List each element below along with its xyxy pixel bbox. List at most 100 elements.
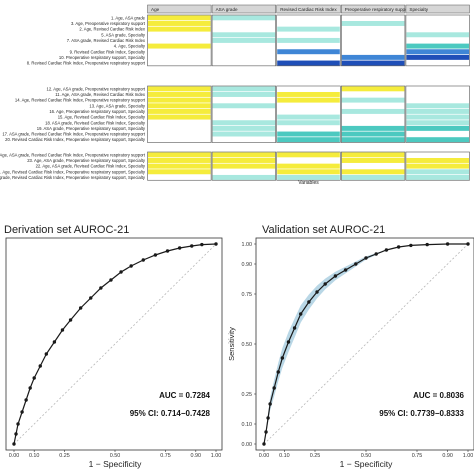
roc-point: [38, 364, 42, 368]
roc-point: [44, 352, 49, 356]
x-tick-label: 0.25: [59, 453, 70, 459]
heatmap-panel-border: [340, 14, 406, 67]
roc-point: [268, 402, 272, 406]
y-axis-label: Sensitivity: [227, 327, 236, 361]
heatmap-cell: [212, 131, 276, 137]
heatmap-cell: [277, 131, 340, 137]
heatmap-cell: [212, 37, 276, 43]
roc-point: [14, 432, 18, 436]
roc-point: [299, 312, 303, 316]
row-label: 14. Age, Revised Cardiac Risk Index, Pre…: [15, 98, 146, 103]
x-tick-label: 0.25: [310, 453, 321, 459]
heatmap-x-axis-label: Variables: [298, 180, 319, 186]
roc-point: [315, 290, 319, 294]
heatmap-panel-border: [147, 151, 212, 181]
roc-point: [272, 386, 276, 390]
row-label: 2. Age, Revised Cardiac Risk Index: [79, 27, 146, 32]
column-header-bg: [276, 4, 341, 14]
heatmap-cell: [212, 103, 276, 109]
heatmap-cell: [277, 37, 340, 43]
roc-point: [445, 242, 450, 246]
heatmap-cell: [341, 169, 405, 175]
heatmap-cell: [148, 26, 211, 32]
roc-chart-validation: Validation set AUROC-21 0.00 0.10 0.25 0.50 0…: [227, 224, 474, 469]
row-label: 25. ASA grade, Revised Cardiac Risk Inde…: [0, 175, 146, 180]
heatmap-cell: [406, 169, 469, 175]
heatmap-cell: [406, 137, 469, 143]
roc-point: [60, 328, 65, 332]
heatmap-cell: [341, 131, 405, 137]
heatmap-cell: [277, 92, 340, 97]
heatmap-cell: [341, 152, 405, 158]
heatmap-cell: [406, 32, 469, 38]
row-label: 7. ASA grade, Revised Cardiac Risk Index: [67, 38, 146, 43]
roc-point: [323, 282, 327, 286]
heatmap-cell: [148, 21, 211, 26]
chart-title: Derivation set AUROC-21: [4, 224, 129, 236]
roc-point: [177, 246, 182, 250]
roc-point: [364, 256, 368, 260]
roc-point: [153, 253, 158, 257]
heatmap-cell: [212, 92, 276, 97]
heatmap-cell: [212, 15, 276, 21]
roc-point: [343, 268, 348, 272]
heatmap-cell: [341, 97, 405, 103]
roc-chart-derivation: Derivation set AUROC-21 0.00 0.10 0.25 0.50 0…: [4, 224, 223, 469]
row-label: 11. Age, ASA grade, Revised Cardiac Risk…: [55, 92, 146, 97]
heatmap-cell: [212, 152, 276, 158]
x-tick-label: 0.50: [361, 453, 372, 459]
heatmap-cell: [277, 97, 340, 103]
x-tick-label: 0.10: [29, 453, 40, 459]
heatmap-cell: [277, 163, 340, 169]
y-tick-label: 0.25: [242, 392, 253, 398]
heatmap-cell: [406, 125, 469, 131]
heatmap-cell: [148, 103, 211, 109]
roc-point: [99, 286, 103, 290]
roc-point: [52, 340, 57, 344]
heatmap-cell: [406, 114, 469, 120]
heatmap-panel-border: [405, 151, 470, 181]
reference-diagonal: [13, 243, 217, 445]
heatmap-cell: [212, 120, 276, 126]
row-label: 16. Age, Preoperative respiratory suppor…: [49, 109, 146, 114]
roc-point: [109, 278, 113, 282]
column-header-label: Revised Cardiac Risk Index: [280, 7, 337, 12]
column-header-label: ASA grade: [216, 7, 238, 12]
roc-point: [129, 264, 133, 268]
heatmap-cell: [148, 43, 211, 49]
roc-point: [214, 242, 218, 246]
heatmap-panel-border: [340, 85, 406, 143]
roc-point: [262, 442, 266, 446]
heatmap-cell: [212, 174, 276, 180]
heatmap-cell: [212, 163, 276, 169]
plot-frame: [5, 237, 223, 451]
heatmap-panel-border: [405, 14, 470, 67]
heatmap-cell: [277, 169, 340, 175]
roc-point: [119, 270, 123, 274]
roc-point: [354, 262, 358, 266]
roc-point: [20, 410, 24, 414]
roc-point: [409, 243, 413, 248]
row-label: 1. Age, ASA grade: [111, 15, 146, 20]
heatmap-cell: [212, 86, 276, 92]
x-tick-label: 0.10: [279, 453, 290, 459]
x-tick-label: 0.75: [412, 453, 423, 459]
heatmap-cell: [212, 125, 276, 131]
heatmap-cell: [341, 21, 405, 26]
heatmap-cell: [148, 97, 211, 103]
heatmap-cell: [277, 174, 340, 180]
heatmap-panel: Age ASA grade Revised Cardiac Risk Index Pr…: [0, 4, 470, 186]
row-label: 21. Age, ASA grade, Revised Cardiac Risk…: [0, 152, 146, 157]
y-tick-label: 1.00: [242, 242, 253, 248]
x-tick-label: 0.00: [259, 453, 270, 459]
roc-point: [141, 258, 145, 262]
row-label: 15. Age, Revised Cardiac Risk Index, Spe…: [58, 115, 146, 120]
row-label: 18. ASA grade, Revised Cardiac Risk Inde…: [45, 120, 146, 125]
heatmap-cell: [148, 92, 211, 97]
row-label: 3. Age, Preoperative respiratory support: [71, 21, 146, 26]
heatmap-cell: [406, 43, 469, 49]
heatmap-panel-border: [276, 85, 341, 143]
heatmap-cell: [148, 163, 211, 169]
x-tick-label: 0.90: [442, 453, 453, 459]
